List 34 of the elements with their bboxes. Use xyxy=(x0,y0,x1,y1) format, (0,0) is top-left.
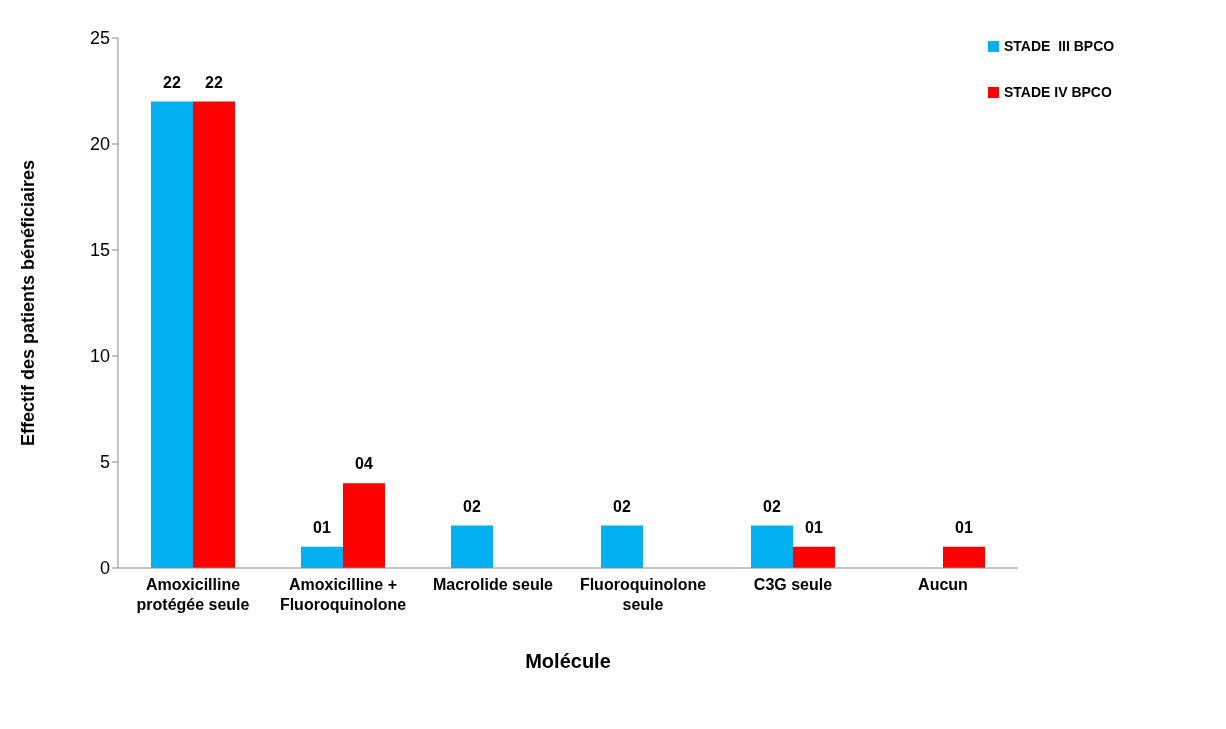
bar xyxy=(943,546,985,568)
x-axis-title: Molécule xyxy=(525,650,611,672)
x-tick-label: Amoxicilline + Fluoroquinolone xyxy=(279,576,407,613)
bar xyxy=(343,483,385,568)
bar xyxy=(793,546,835,568)
y-tick-label: 20 xyxy=(89,134,110,155)
bar xyxy=(601,525,643,568)
data-label: 22 xyxy=(163,73,181,91)
data-label: 22 xyxy=(205,73,223,91)
bar xyxy=(301,546,343,568)
data-label: 02 xyxy=(463,497,481,515)
legend-label: STADE IV BPCO xyxy=(1004,84,1112,100)
data-label: 02 xyxy=(763,497,781,515)
data-label: 04 xyxy=(355,455,373,473)
x-tick-label: Macrolide seule xyxy=(432,576,554,593)
bar xyxy=(193,101,235,568)
data-label: 02 xyxy=(613,497,631,515)
legend-label: STADE III BPCO xyxy=(1004,38,1115,54)
x-tick-label: Fluoroquinolone seule xyxy=(579,576,707,613)
y-tick-label: 15 xyxy=(89,240,110,261)
x-tick-label: Aucun xyxy=(918,576,968,593)
y-tick-label: 10 xyxy=(89,346,110,367)
bar xyxy=(451,525,493,568)
y-tick-label: 0 xyxy=(99,558,110,579)
y-tick-label: 5 xyxy=(99,452,110,473)
bar xyxy=(751,525,793,568)
y-axis-title: Effectif des patients bénéficiaires xyxy=(18,159,39,447)
y-tick-label: 25 xyxy=(89,28,110,49)
data-label: 01 xyxy=(313,518,331,536)
data-label: 01 xyxy=(805,518,823,536)
data-label: 01 xyxy=(955,518,973,536)
x-tick-label: Amoxicilline protégée seule xyxy=(136,576,250,613)
bar xyxy=(151,101,193,568)
x-tick-label: C3G seule xyxy=(753,576,833,593)
